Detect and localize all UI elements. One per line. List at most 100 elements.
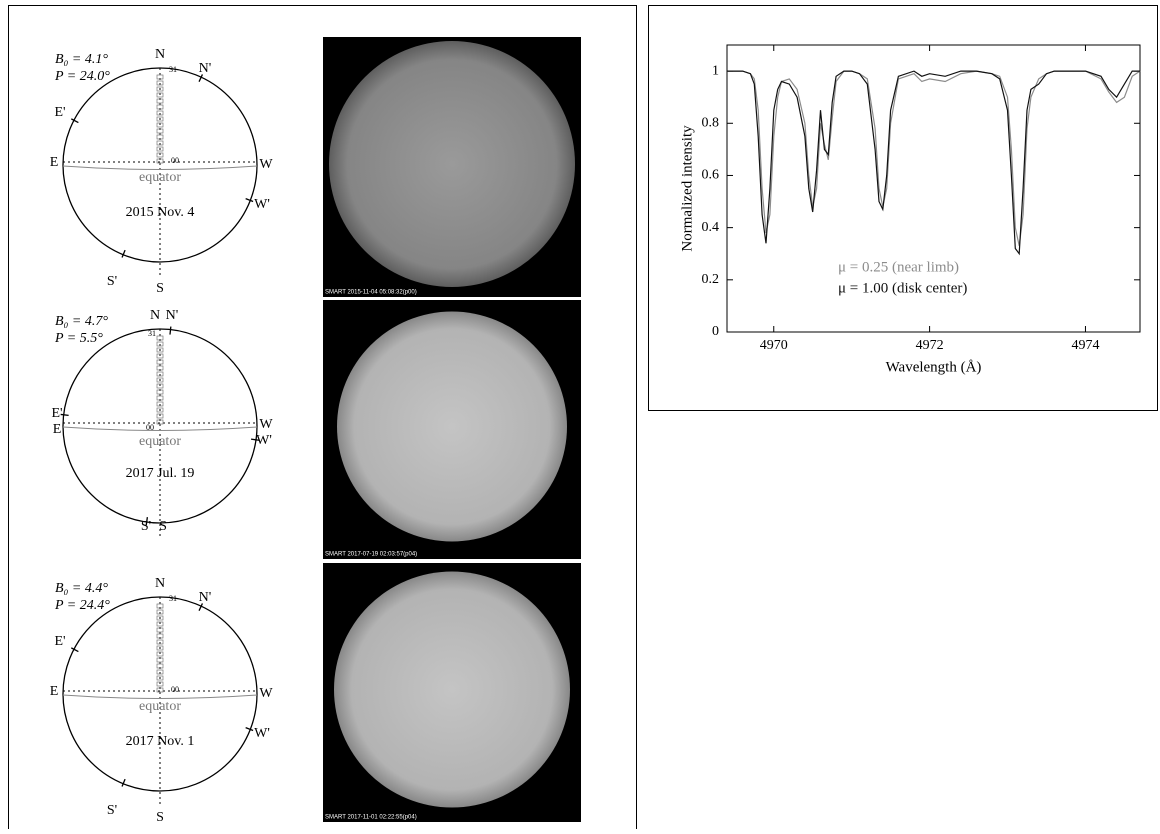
diagram-label-lat-center: 00: [171, 156, 179, 165]
diagram-label-w-prime: W': [256, 433, 272, 448]
latitude-ladder: [156, 335, 164, 341]
diagram-label-b0: B₀ = 4.4°: [55, 581, 108, 596]
latitude-ladder: [156, 86, 164, 92]
latitude-ladder: [156, 365, 164, 371]
latitude-ladder: [156, 609, 164, 615]
y-tick-label: 0.6: [702, 168, 720, 183]
axis-tick: [245, 197, 254, 203]
latitude-ladder: [156, 92, 164, 98]
legend-entry: μ = 1.00 (disk center): [838, 280, 967, 296]
axis-tick: [70, 647, 79, 653]
axis-tick: [70, 118, 79, 124]
latitude-ladder: [156, 657, 164, 663]
diagram-label-e: E: [53, 422, 62, 437]
latitude-ladder: [156, 621, 164, 627]
y-tick-label: 0: [712, 324, 719, 339]
diagram-label-w-prime: W': [254, 726, 270, 741]
latitude-ladder: [156, 419, 164, 425]
equator-curve: [62, 165, 258, 170]
x-axis-label: Wavelength (Å): [886, 359, 982, 375]
latitude-ladder: [156, 627, 164, 633]
solar-image-caption: SMART 2015-11-04 05:08:32(p00): [325, 290, 417, 296]
latitude-ladder: [156, 663, 164, 669]
latitude-ladder: [156, 134, 164, 140]
x-tick-label: 4970: [760, 338, 788, 353]
latitude-ladder: [156, 80, 164, 86]
latitude-ladder: [156, 413, 164, 419]
diagram-label-equator: equator: [139, 434, 181, 449]
latitude-ladder: [156, 371, 164, 377]
latitude-ladder: [156, 675, 164, 681]
diagram-label-w-prime: W': [254, 197, 270, 212]
latitude-ladder: [156, 152, 164, 158]
latitude-ladder: [156, 633, 164, 639]
solar-image-caption: SMART 2017-11-01 02:22:55(p04): [325, 815, 417, 821]
latitude-ladder: [156, 110, 164, 116]
right-panel-frame: [648, 5, 1158, 411]
latitude-ladder: [156, 639, 164, 645]
diagram-label-s: S: [159, 519, 167, 534]
spectrum-line: [727, 70, 1141, 247]
diagram-label-n: N: [155, 47, 165, 62]
axis-tick: [121, 249, 126, 258]
axis-tick: [169, 326, 172, 335]
latitude-ladder: [156, 383, 164, 389]
x-tick-label: 4974: [1071, 338, 1099, 353]
diagram-label-p: P = 24.4°: [54, 598, 110, 613]
solar-image-caption: SMART 2017-07-19 02:03:57(p04): [325, 552, 417, 558]
plot-frame: [726, 44, 1141, 333]
latitude-ladder: [156, 146, 164, 152]
latitude-ladder: [156, 377, 164, 383]
solar-image-disk: [337, 311, 567, 542]
diagram-label-n: N: [150, 308, 160, 323]
axis-tick: [250, 438, 260, 441]
diagram-label-e-prime: E': [51, 406, 62, 421]
diagram-label-e-prime: E': [54, 105, 65, 120]
left-panel-frame: [8, 5, 637, 829]
diagram-label-s-prime: S': [107, 803, 117, 818]
diagram-label-lat-top: 31: [169, 594, 177, 603]
diagram-label-b0: B₀ = 4.1°: [55, 52, 108, 67]
latitude-ladder: [156, 669, 164, 675]
y-tick-label: 1: [712, 63, 719, 78]
latitude-ladder: [156, 140, 164, 146]
diagram-label-s: S: [156, 810, 164, 825]
latitude-ladder: [156, 353, 164, 359]
diagram-label-e-prime: E': [54, 634, 65, 649]
axis-tick: [145, 517, 149, 526]
diagram-label-date: 2015 Nov. 4: [126, 205, 195, 220]
latitude-ladder: [156, 347, 164, 353]
latitude-ladder: [156, 359, 164, 365]
diagram-label-p: P = 5.5°: [54, 331, 103, 346]
diagram-label-n-prime: N': [199, 61, 212, 76]
spectrum-line: [727, 70, 1140, 256]
diagram-label-e: E: [50, 155, 59, 170]
latitude-ladder: [156, 645, 164, 651]
diagram-label-date: 2017 Nov. 1: [126, 734, 195, 749]
solar-image-disk: [334, 571, 570, 808]
latitude-ladder: [156, 158, 164, 164]
diagram-label-w: W: [259, 417, 273, 432]
diagram-label-n-prime: N': [199, 590, 212, 605]
x-tick-label: 4972: [916, 338, 944, 353]
axis-tick: [121, 778, 126, 787]
y-tick-label: 0.4: [702, 220, 720, 235]
latitude-ladder: [156, 395, 164, 401]
latitude-ladder: [156, 116, 164, 122]
solar-image-disk: [329, 41, 575, 287]
diagram-label-w: W: [259, 686, 273, 701]
diagram-label-s-prime: S': [141, 519, 151, 534]
latitude-ladder: [156, 687, 164, 693]
legend-entry: μ = 0.25 (near limb): [838, 259, 959, 275]
diagram-label-n: N: [155, 576, 165, 591]
diagram-label-lat-center: 00: [146, 423, 154, 432]
latitude-ladder: [156, 603, 164, 609]
latitude-ladder: [156, 98, 164, 104]
axis-tick: [245, 726, 254, 732]
diagram-label-lat-center: 00: [171, 685, 179, 694]
axis-tick: [198, 74, 204, 82]
diagram-label-s: S: [156, 281, 164, 296]
latitude-ladder: [156, 341, 164, 347]
diagram-label-w: W: [259, 157, 273, 172]
